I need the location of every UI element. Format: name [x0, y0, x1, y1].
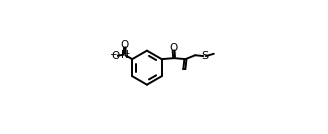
Text: −: − — [110, 49, 117, 58]
Text: +: + — [123, 49, 130, 57]
Text: O: O — [111, 51, 119, 61]
Text: O: O — [170, 43, 178, 53]
Text: S: S — [201, 51, 208, 61]
Text: N: N — [121, 50, 129, 60]
Text: O: O — [121, 40, 129, 51]
